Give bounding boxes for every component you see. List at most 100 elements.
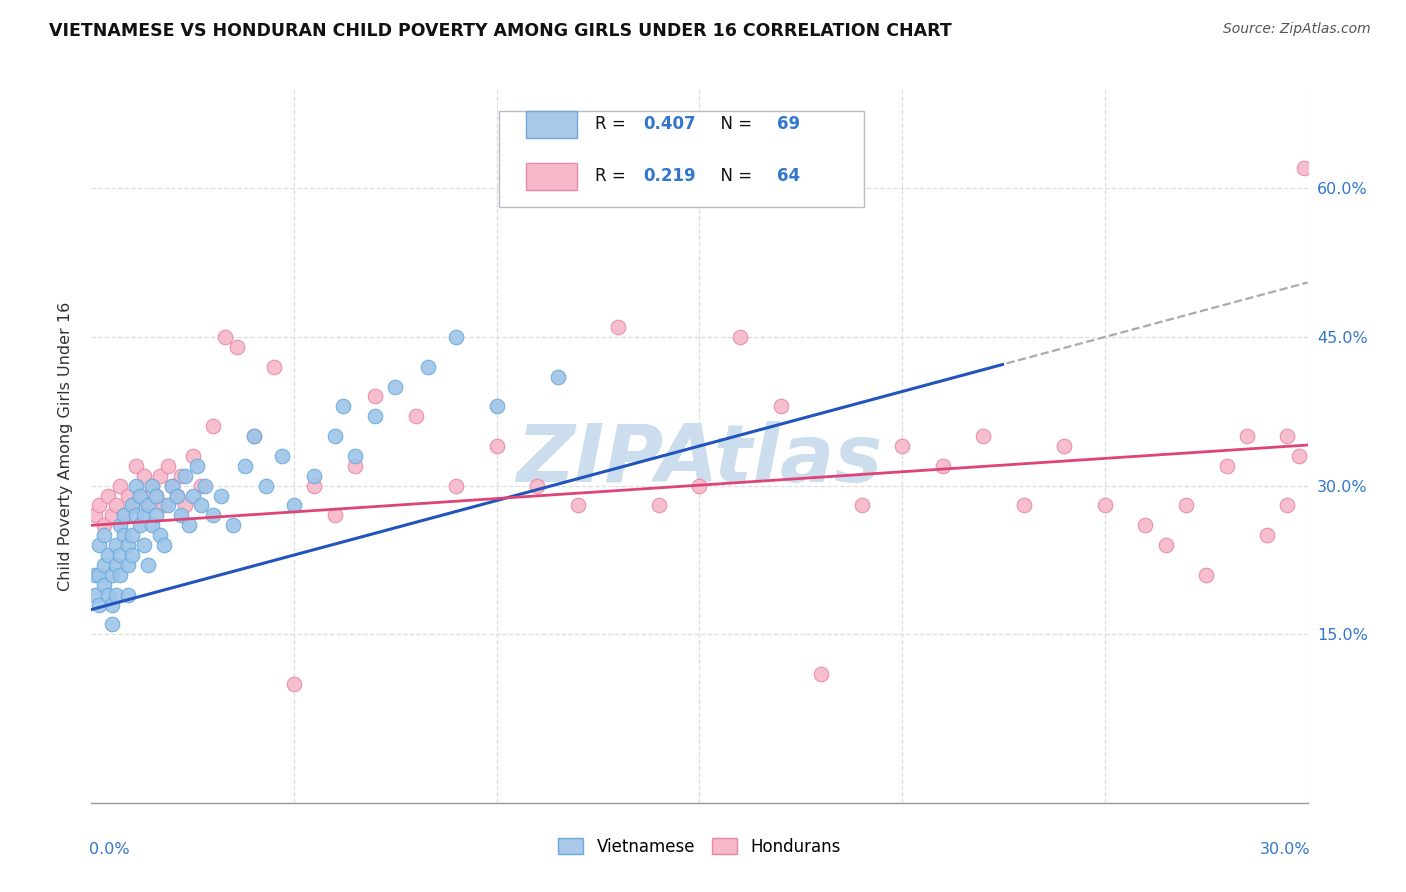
Point — [1236, 429, 1258, 443]
Point — [108, 518, 131, 533]
Point — [162, 478, 184, 492]
Text: R =: R = — [595, 115, 631, 133]
Point — [186, 458, 208, 473]
Point — [104, 538, 127, 552]
Point — [108, 548, 131, 562]
Text: Source: ZipAtlas.com: Source: ZipAtlas.com — [1223, 22, 1371, 37]
Point — [194, 478, 217, 492]
Point — [117, 489, 139, 503]
Point — [190, 478, 212, 492]
Point — [132, 508, 155, 523]
Point — [1175, 499, 1198, 513]
Point — [648, 499, 671, 513]
Point — [444, 478, 467, 492]
Point — [173, 468, 195, 483]
Point — [100, 508, 122, 523]
Text: N =: N = — [710, 168, 758, 186]
Point — [117, 558, 139, 572]
FancyBboxPatch shape — [526, 162, 576, 190]
Point — [202, 508, 225, 523]
Point — [89, 499, 111, 513]
Point — [141, 478, 163, 492]
Point — [162, 478, 184, 492]
Point — [97, 588, 120, 602]
Point — [97, 548, 120, 562]
Point — [84, 508, 107, 523]
Point — [108, 478, 131, 492]
Point — [121, 499, 143, 513]
Point — [263, 359, 285, 374]
Point — [104, 558, 127, 572]
Text: R =: R = — [595, 168, 631, 186]
Text: 0.407: 0.407 — [644, 115, 696, 133]
Point — [129, 489, 152, 503]
Point — [304, 468, 326, 483]
Point — [141, 518, 163, 533]
Point — [112, 528, 135, 542]
Point — [173, 499, 195, 513]
Point — [214, 330, 236, 344]
Point — [117, 538, 139, 552]
Point — [1288, 449, 1310, 463]
Point — [121, 528, 143, 542]
Point — [125, 478, 148, 492]
Text: 30.0%: 30.0% — [1260, 842, 1310, 857]
Point — [271, 449, 294, 463]
Point — [547, 369, 569, 384]
Point — [444, 330, 467, 344]
Point — [104, 588, 127, 602]
Point — [149, 468, 172, 483]
Text: 64: 64 — [778, 168, 800, 186]
Point — [1256, 528, 1278, 542]
FancyBboxPatch shape — [499, 111, 863, 207]
Point — [283, 677, 305, 691]
Point — [202, 419, 225, 434]
Point — [222, 518, 245, 533]
Point — [416, 359, 439, 374]
Point — [93, 528, 115, 542]
Point — [121, 499, 143, 513]
Point — [485, 439, 508, 453]
Point — [1154, 538, 1177, 552]
Point — [226, 340, 249, 354]
Point — [190, 499, 212, 513]
Point — [93, 558, 115, 572]
Text: 0.219: 0.219 — [644, 168, 696, 186]
Y-axis label: Child Poverty Among Girls Under 16: Child Poverty Among Girls Under 16 — [58, 301, 73, 591]
Point — [1277, 429, 1299, 443]
Point — [89, 598, 111, 612]
Point — [169, 468, 191, 483]
Point — [121, 548, 143, 562]
Point — [112, 508, 135, 523]
Point — [136, 499, 159, 513]
Point — [304, 478, 326, 492]
Point — [364, 389, 387, 403]
Point — [108, 567, 131, 582]
Point — [181, 489, 204, 503]
Point — [89, 567, 111, 582]
Point — [132, 538, 155, 552]
Point — [1195, 567, 1218, 582]
Point — [332, 400, 354, 414]
Point — [166, 489, 188, 503]
Point — [153, 499, 176, 513]
Point — [145, 508, 167, 523]
Point — [181, 449, 204, 463]
Point — [485, 400, 508, 414]
Point — [84, 588, 107, 602]
Point — [364, 409, 387, 424]
Point — [1277, 499, 1299, 513]
Point — [242, 429, 264, 443]
Point — [149, 528, 172, 542]
Point — [84, 567, 107, 582]
Point — [1094, 499, 1116, 513]
Point — [89, 538, 111, 552]
Point — [283, 499, 305, 513]
Point — [1215, 458, 1237, 473]
Point — [136, 558, 159, 572]
Point — [100, 598, 122, 612]
Point — [169, 508, 191, 523]
Point — [607, 320, 630, 334]
Point — [323, 508, 346, 523]
Point — [209, 489, 232, 503]
